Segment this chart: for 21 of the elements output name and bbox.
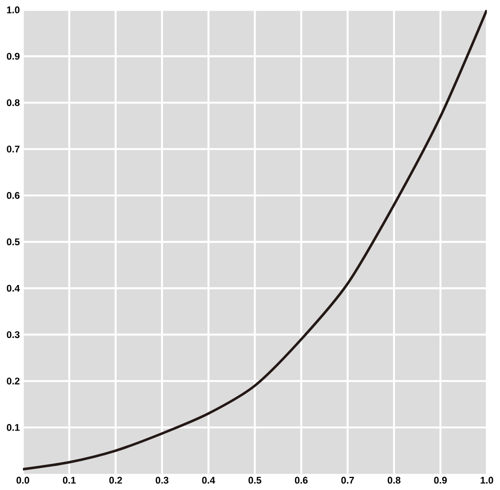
- y-tick-label: 1.0: [7, 6, 20, 14]
- x-tick-label: 0.3: [156, 476, 168, 484]
- y-tick-label: 0.8: [6, 99, 20, 106]
- y-tick-label: 0.1: [6, 424, 20, 431]
- x-tick-label: 0.6: [294, 476, 308, 484]
- x-tick-label: 0.7: [341, 476, 354, 484]
- y-tick-label: 0.7: [6, 146, 20, 152]
- x-tick-label: 0.2: [109, 476, 122, 484]
- y-tick-label: 0.2: [6, 378, 20, 384]
- y-tick-label: 0.4: [6, 284, 20, 292]
- x-tick-label: 0.4: [202, 476, 216, 484]
- x-tick-label: 0.5: [248, 476, 262, 484]
- x-tick-label: 0.8: [388, 476, 400, 484]
- x-tick-label: 0.0: [16, 476, 30, 484]
- y-tick-label: 0.9: [6, 52, 20, 60]
- y-tick-label: 0.5: [6, 238, 20, 246]
- x-tick-label: 0.9: [434, 476, 447, 484]
- y-tick-label: 0.6: [6, 192, 20, 199]
- x-tick-label: 0.1: [62, 476, 76, 484]
- x-tick-label: 1.0: [480, 476, 494, 484]
- y-tick-label: 0.3: [6, 331, 20, 338]
